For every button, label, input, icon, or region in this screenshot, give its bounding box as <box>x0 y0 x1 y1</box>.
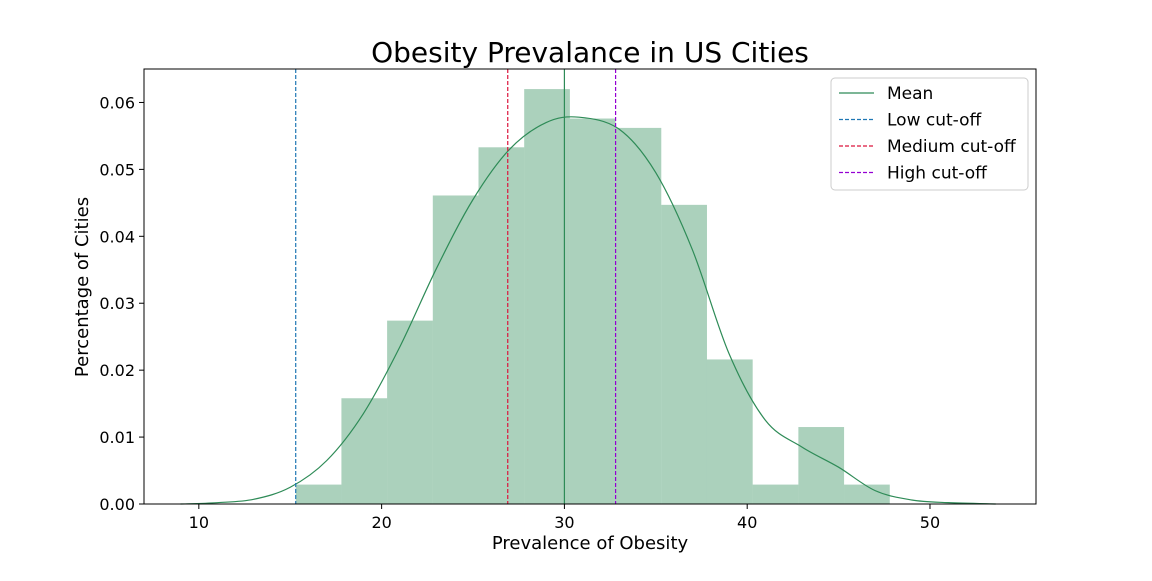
histogram-bar-1 <box>295 484 342 504</box>
histogram-bar-6 <box>524 89 570 505</box>
histogram-bar-3 <box>387 320 433 504</box>
y-tick-label: 0.05 <box>99 160 135 179</box>
x-tick-label: 10 <box>189 513 209 532</box>
plot-frame <box>143 68 1037 505</box>
histogram-bar-7 <box>569 118 616 505</box>
legend: Mean Low cut-off Medium cut-off High cut-of… <box>830 77 1029 191</box>
y-tick-label: 0.02 <box>99 361 135 380</box>
y-tick-label: 0.01 <box>99 428 135 447</box>
y-tick-label: 0.04 <box>99 227 135 246</box>
histogram-bar-10 <box>706 359 753 504</box>
histogram-bar-2 <box>341 398 388 504</box>
histogram-bars <box>295 89 890 505</box>
x-tick-label: 20 <box>371 513 391 532</box>
histogram-bar-8 <box>615 127 662 505</box>
x-axis-ticks: 10 20 30 40 50 <box>189 504 940 532</box>
histogram-bar-11 <box>752 484 799 504</box>
histogram-bar-12 <box>798 427 845 504</box>
x-tick-label: 50 <box>920 513 940 532</box>
histogram-bar-5 <box>478 147 525 505</box>
y-axis-label: Percentage of Cities <box>72 197 93 377</box>
histogram-bar-4 <box>432 195 479 504</box>
kde-curve <box>180 116 996 505</box>
legend-label-mean: Mean <box>887 84 933 104</box>
kde-layer <box>180 116 996 505</box>
histogram-bar-9 <box>661 204 707 504</box>
y-tick-label: 0.03 <box>99 294 135 313</box>
y-tick-label: 0.00 <box>99 495 135 514</box>
y-axis-ticks: 0.00 0.01 0.02 0.03 0.04 0.05 0.06 <box>99 93 144 514</box>
legend-box <box>830 77 1029 191</box>
cutoff-lines <box>295 69 617 504</box>
y-tick-label: 0.06 <box>99 93 135 112</box>
x-tick-label: 40 <box>737 513 757 532</box>
histogram-bar-13 <box>844 484 890 504</box>
legend-label-high-cut-off: High cut-off <box>887 164 988 184</box>
x-axis-label: Prevalence of Obesity <box>492 533 689 554</box>
x-tick-label: 30 <box>554 513 574 532</box>
legend-label-medium-cut-off: Medium cut-off <box>887 137 1017 157</box>
legend-label-low-cut-off: Low cut-off <box>887 111 983 131</box>
chart-title: Obesity Prevalance in US Cities <box>371 36 809 69</box>
